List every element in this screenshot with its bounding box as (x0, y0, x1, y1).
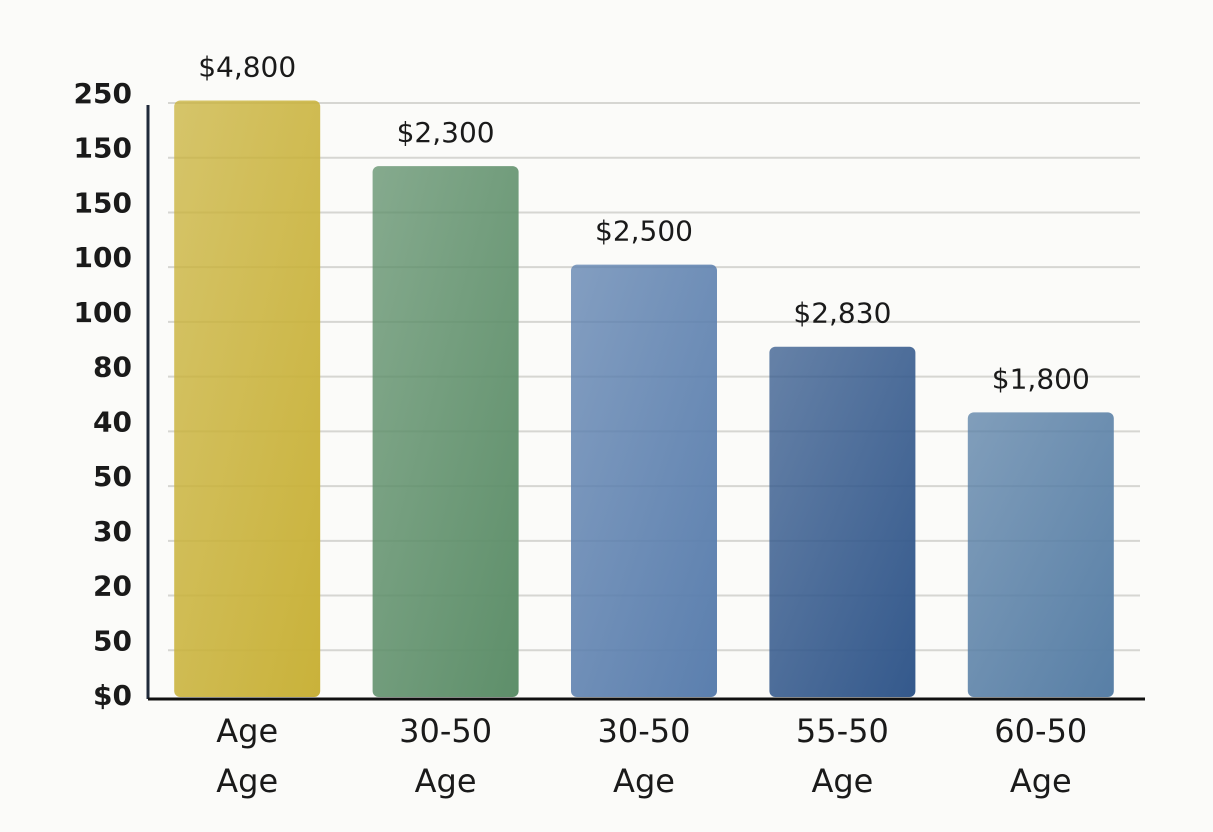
data-label: $4,800 (198, 50, 296, 83)
y-tick-label: 150 (74, 132, 132, 165)
y-tick-label: 150 (74, 186, 132, 219)
data-label: $2,300 (397, 116, 495, 149)
x-tick-label: 30-50 (598, 712, 691, 750)
y-tick-label: 100 (74, 241, 132, 274)
y-tick-label: 250 (74, 77, 132, 110)
x-tick-label: 30-50 (399, 712, 492, 750)
x-tick-label: 60-50 (994, 712, 1087, 750)
bar (174, 100, 321, 698)
data-label: $1,800 (992, 362, 1090, 395)
x-tick-sublabel: Age (216, 762, 278, 800)
data-label: $2,500 (595, 215, 693, 248)
y-tick-label: 50 (93, 624, 132, 657)
y-tick-label: 40 (93, 405, 132, 438)
x-tick-label: 55-50 (796, 712, 889, 750)
x-tick-label: Age (216, 712, 278, 750)
bar (571, 264, 717, 697)
y-tick-label: 30 (93, 515, 132, 548)
y-tick-label: 20 (93, 570, 132, 603)
bar (967, 412, 1114, 697)
y-tick-label: $0 (93, 679, 132, 712)
y-tick-label: 80 (93, 351, 132, 384)
x-tick-sublabel: Age (811, 762, 873, 800)
x-tick-sublabel: Age (1010, 762, 1072, 800)
data-label: $2,830 (793, 297, 891, 330)
x-tick-sublabel: Age (415, 762, 477, 800)
bar (769, 346, 916, 697)
x-tick-sublabel: Age (613, 762, 675, 800)
y-tick-label: 100 (74, 296, 132, 329)
bar (372, 166, 519, 698)
y-tick-label: 50 (93, 460, 132, 493)
